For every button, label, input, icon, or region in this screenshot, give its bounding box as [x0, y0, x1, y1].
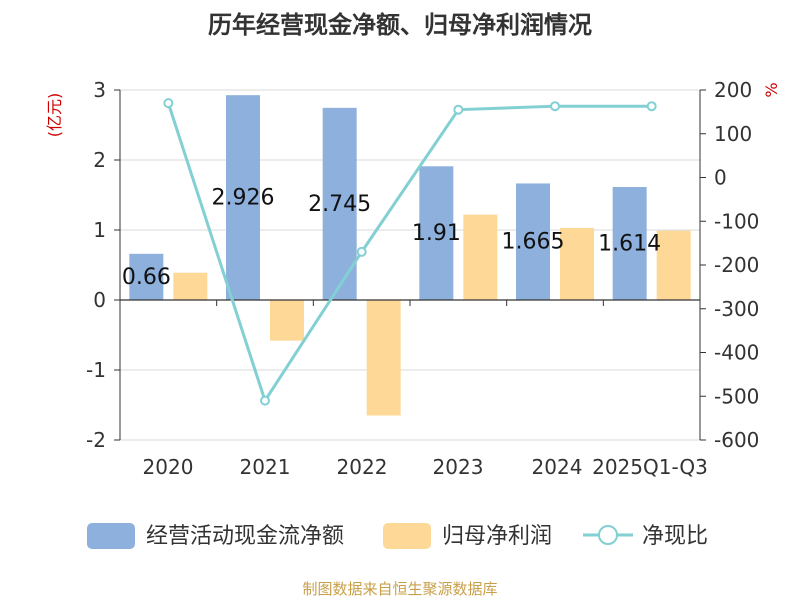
y-axis-right-label: % [762, 82, 781, 97]
x-category-label: 2022 [337, 455, 388, 479]
net-profit-bar [366, 300, 401, 416]
y-right-tick-label: -400 [714, 341, 759, 365]
cashflow-bar [612, 187, 647, 300]
y-right-tick-label: 100 [714, 122, 752, 146]
tick-labels: 3210-1-22001000-100-200-300-400-500-6002… [86, 78, 759, 479]
y-axis-left-label: (亿元) [45, 93, 64, 138]
cashflow-bar [129, 253, 164, 300]
cashflow-value-label: 2.745 [308, 192, 371, 217]
y-right-tick-label: -600 [714, 428, 759, 452]
source-note: 制图数据来自恒生聚源数据库 [302, 580, 497, 598]
ratio-point [646, 101, 657, 112]
ratio-point [260, 395, 270, 406]
cashflow-bar [419, 166, 454, 300]
y-right-tick-label: 0 [714, 166, 727, 190]
cashflow-value-label: 0.66 [122, 265, 171, 290]
cashflow-value-label: 1.91 [412, 221, 461, 246]
cashflow-value-label: 1.665 [502, 230, 565, 255]
y-left-tick-label: 2 [93, 148, 106, 172]
y-left-tick-label: -2 [86, 428, 106, 452]
cashflow-bar [226, 95, 260, 301]
y-right-tick-label: -200 [714, 253, 759, 277]
legend-label-cashflow: 经营活动现金流净额 [146, 524, 344, 549]
y-right-tick-label: -500 [714, 384, 759, 408]
net-profit-bar [560, 227, 594, 300]
net-profit-bar [270, 300, 304, 341]
x-category-label: 2021 [240, 455, 291, 479]
ratio-point [550, 101, 560, 112]
ratio-point [356, 246, 367, 257]
legend-swatch-cashflow [87, 523, 135, 549]
x-category-label: 2020 [143, 455, 194, 479]
net-profit-bar [656, 230, 691, 300]
x-category-label: 2024 [532, 455, 583, 479]
chart-title: 历年经营现金净额、归母净利润情况 [208, 11, 592, 39]
legend-label-net-profit: 归母净利润 [442, 524, 552, 549]
ratio-line [166, 102, 652, 405]
y-left-tick-label: 0 [93, 288, 106, 312]
y-left-tick-label: -1 [86, 358, 106, 382]
ratio-point [163, 98, 174, 109]
y-right-tick-label: -100 [714, 209, 759, 233]
cashflow-value-label: 1.614 [598, 232, 661, 257]
y-right-tick-label: -300 [714, 297, 759, 321]
bars-group: 0.66 2.926 2.745 1.91 1.665 1.614 [122, 95, 691, 416]
legend-label-ratio: 净现比 [642, 524, 708, 549]
legend: 经营活动现金流净额 归母净利润 净现比 [87, 523, 708, 549]
x-category-label: 2025Q1-Q3 [592, 455, 708, 479]
axes-group [114, 89, 706, 441]
y-right-tick-label: 200 [714, 78, 752, 102]
net-profit-bar [463, 214, 498, 300]
y-left-tick-label: 1 [93, 218, 106, 242]
y-left-tick-label: 3 [93, 78, 106, 102]
ratio-line-group [163, 98, 657, 406]
legend-marker-ratio [598, 525, 618, 545]
x-category-label: 2023 [433, 455, 484, 479]
cashflow-bar [516, 183, 550, 300]
cashflow-value-label: 2.926 [212, 186, 275, 211]
legend-swatch-net-profit [383, 523, 431, 549]
net-profit-bar [173, 272, 208, 300]
ratio-point [453, 104, 464, 115]
